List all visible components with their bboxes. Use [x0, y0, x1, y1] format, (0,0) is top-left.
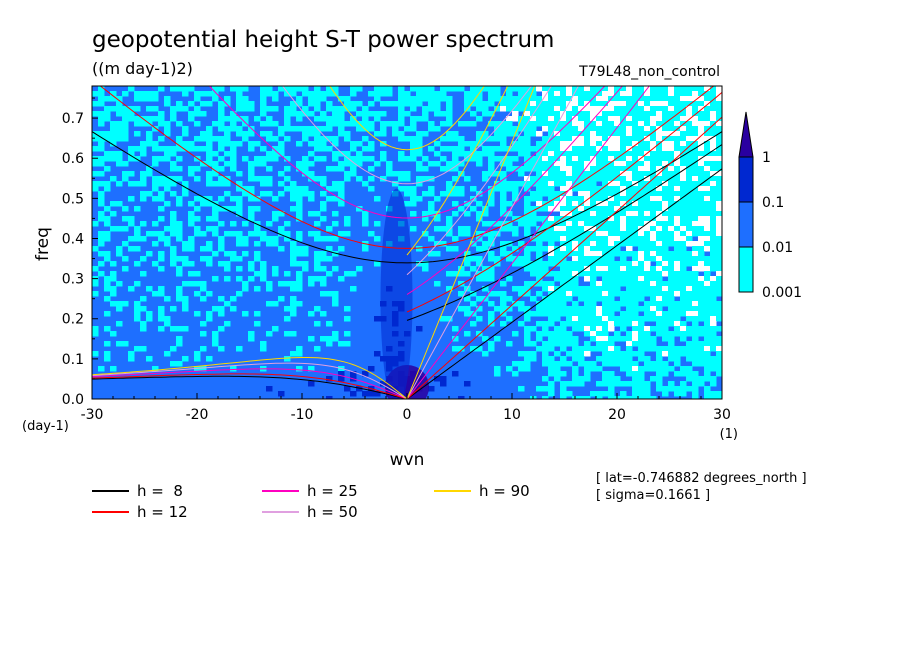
colorbar-label: 0.01 — [762, 240, 793, 256]
dispersion-curves — [92, 86, 722, 399]
legend-label: h = 50 — [307, 503, 358, 521]
y-tick-label: 0.3 — [62, 272, 84, 288]
chart-units: ((m day-1)2) — [92, 59, 193, 78]
colorbar-segment — [738, 246, 754, 293]
legend-label: h = 90 — [479, 482, 530, 500]
colorbar-label: 0.001 — [762, 285, 802, 301]
y-tick-label: 0.1 — [62, 352, 84, 368]
x-unit-label: (1) — [720, 427, 738, 442]
x-axis: -30 -20 -10 0 10 20 30 — [81, 393, 731, 423]
y-tick-label: 0.2 — [62, 312, 84, 328]
legend: h = 8 h = 12 h = 25 h = 50 h = 90 — [92, 482, 530, 521]
x-tick-label: 20 — [608, 407, 626, 423]
x-tick-label: -10 — [291, 407, 314, 423]
chart-title: geopotential height S-T power spectrum — [92, 27, 554, 53]
colorbar-extend-triangle — [738, 111, 754, 158]
sigma-annotation: [ sigma=0.1661 ] — [596, 488, 710, 503]
y-tick-label: 0.4 — [62, 231, 84, 247]
colorbar-label: 1 — [762, 150, 771, 166]
x-tick-label: 0 — [403, 407, 412, 423]
y-tick-label: 0.7 — [62, 111, 84, 127]
x-axis-label: wvn — [390, 450, 425, 470]
colorbar: 0.001 0.01 0.1 1 — [738, 111, 802, 301]
legend-label: h = 8 — [137, 482, 183, 500]
colorbar-label: 0.1 — [762, 195, 784, 211]
legend-label: h = 25 — [307, 482, 358, 500]
x-tick-label: -30 — [81, 407, 104, 423]
colorbar-segment — [738, 156, 754, 203]
y-axis: 0.0 0.1 0.2 0.3 0.4 0.5 0.6 0.7 — [62, 97, 98, 408]
legend-label: h = 12 — [137, 503, 188, 521]
y-tick-label: 0.5 — [62, 191, 84, 207]
latitude-annotation: [ lat=-0.746882 degrees_north ] — [596, 471, 807, 486]
run-label: T79L48_non_control — [578, 64, 720, 80]
spectrum-field — [92, 86, 722, 399]
x-tick-label: -20 — [186, 407, 209, 423]
x-tick-label: 30 — [713, 407, 731, 423]
colorbar-segment — [738, 201, 754, 248]
y-tick-label: 0.0 — [62, 392, 84, 408]
y-axis-label: freq — [33, 227, 53, 261]
y-unit-label: (day-1) — [22, 419, 69, 434]
x-tick-label: 10 — [503, 407, 521, 423]
y-tick-label: 0.6 — [62, 151, 84, 167]
